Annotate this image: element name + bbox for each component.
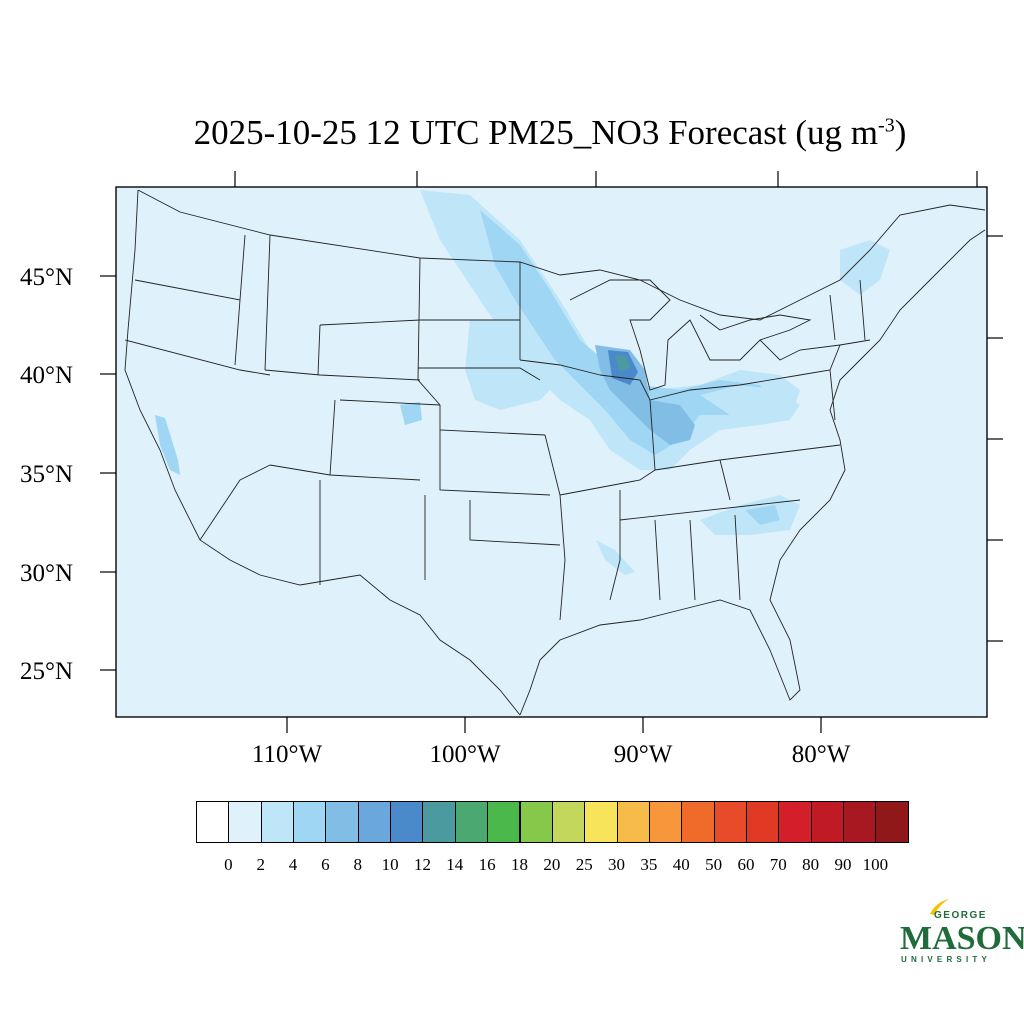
lat-label-25: 25°N [20, 658, 73, 685]
colorbar-label: 14 [446, 855, 464, 874]
colorbar-box [260, 801, 295, 843]
logo-mason: MASON [900, 920, 1024, 957]
logo-university: UNIVERSITY [901, 955, 992, 964]
colorbar-box [551, 801, 586, 843]
colorbar-box [648, 801, 683, 843]
colorbar-box [778, 801, 812, 843]
colorbar-box [843, 801, 877, 843]
gmu-logo: GEORGE MASON UNIVERSITY [898, 898, 1024, 970]
colorbar-box [681, 801, 715, 843]
colorbar-label: 35 [640, 855, 658, 874]
colorbar-label: 60 [737, 855, 755, 874]
lon-label-90: 90°W [614, 741, 673, 768]
colorbar-label: 18 [511, 855, 528, 874]
state-boundaries [124, 189, 986, 716]
plume-mississippi [596, 540, 635, 575]
great-lakes [569, 279, 812, 391]
colorbar-box [810, 801, 844, 843]
colorbar-label: 20 [543, 855, 561, 874]
colorbar-label: 30 [608, 855, 626, 874]
no3-concentration-field [155, 190, 890, 575]
colorbar-label: 4 [288, 855, 298, 874]
colorbar-label: 2 [256, 855, 265, 874]
colorbar-box [875, 801, 909, 843]
colorbar-label: 0 [224, 855, 233, 874]
map-frame [115, 186, 988, 718]
lon-label-80: 80°W [792, 741, 851, 768]
state-lines-central [417, 257, 601, 621]
colorbar-box [616, 801, 650, 843]
colorbar-label: 6 [321, 855, 330, 874]
colorbar-box [713, 801, 747, 843]
lat-label-30: 30°N [20, 560, 73, 587]
map-title: 2025-10-25 12 UTC PM25_NO3 Forecast (ug … [193, 113, 907, 152]
colorbar-label: 8 [353, 855, 363, 874]
state-lines-west [124, 234, 441, 585]
colorbar-label: 16 [478, 855, 496, 874]
plume-nebraska [465, 320, 560, 410]
colorbar-label: 10 [381, 855, 399, 874]
colorbar-box [487, 801, 521, 843]
top-ticks [234, 171, 978, 187]
lat-label-45: 45°N [20, 264, 73, 291]
colorbar-label: 70 [769, 855, 787, 874]
colorbar-label: 25 [575, 855, 593, 874]
lat-label-40: 40°N [20, 362, 73, 389]
colorbar-box [325, 801, 359, 843]
right-ticks [987, 235, 1003, 642]
colorbar-label: 40 [672, 855, 690, 874]
colorbar-box [293, 801, 327, 843]
colorbar-box [454, 801, 489, 843]
colorbar-box [390, 801, 424, 843]
colorbar-box [422, 801, 456, 843]
colorbar-label: 100 [862, 855, 889, 874]
colorbar-label: 90 [834, 855, 852, 874]
plume-california [155, 415, 180, 475]
colorbar-label: 80 [802, 855, 820, 874]
colorbar-box [745, 801, 780, 843]
colorbar-label: 50 [705, 855, 723, 874]
plume-newengland [840, 240, 890, 295]
plume-colorado [400, 402, 422, 425]
plume-plains-inner [480, 210, 770, 455]
left-ticks [100, 275, 116, 671]
lon-label-110: 110°W [252, 741, 323, 768]
country-outline [124, 189, 986, 716]
colorbar-box [357, 801, 392, 843]
colorbar-box [519, 801, 553, 843]
colorbar-box [196, 801, 230, 843]
plume-ohio [700, 385, 800, 420]
logo-george: GEORGE [934, 910, 987, 921]
plume-carolinas-inner [745, 505, 780, 525]
colorbar-box [228, 801, 262, 843]
colorbar-label: 12 [413, 855, 431, 874]
lat-label-35: 35°N [20, 461, 73, 488]
bottom-ticks [286, 717, 822, 733]
plume-peak [615, 355, 630, 372]
lon-label-100: 100°W [429, 741, 500, 768]
colorbar-box [584, 801, 618, 843]
swoosh-icon [930, 899, 949, 915]
state-lines-east [559, 279, 871, 601]
